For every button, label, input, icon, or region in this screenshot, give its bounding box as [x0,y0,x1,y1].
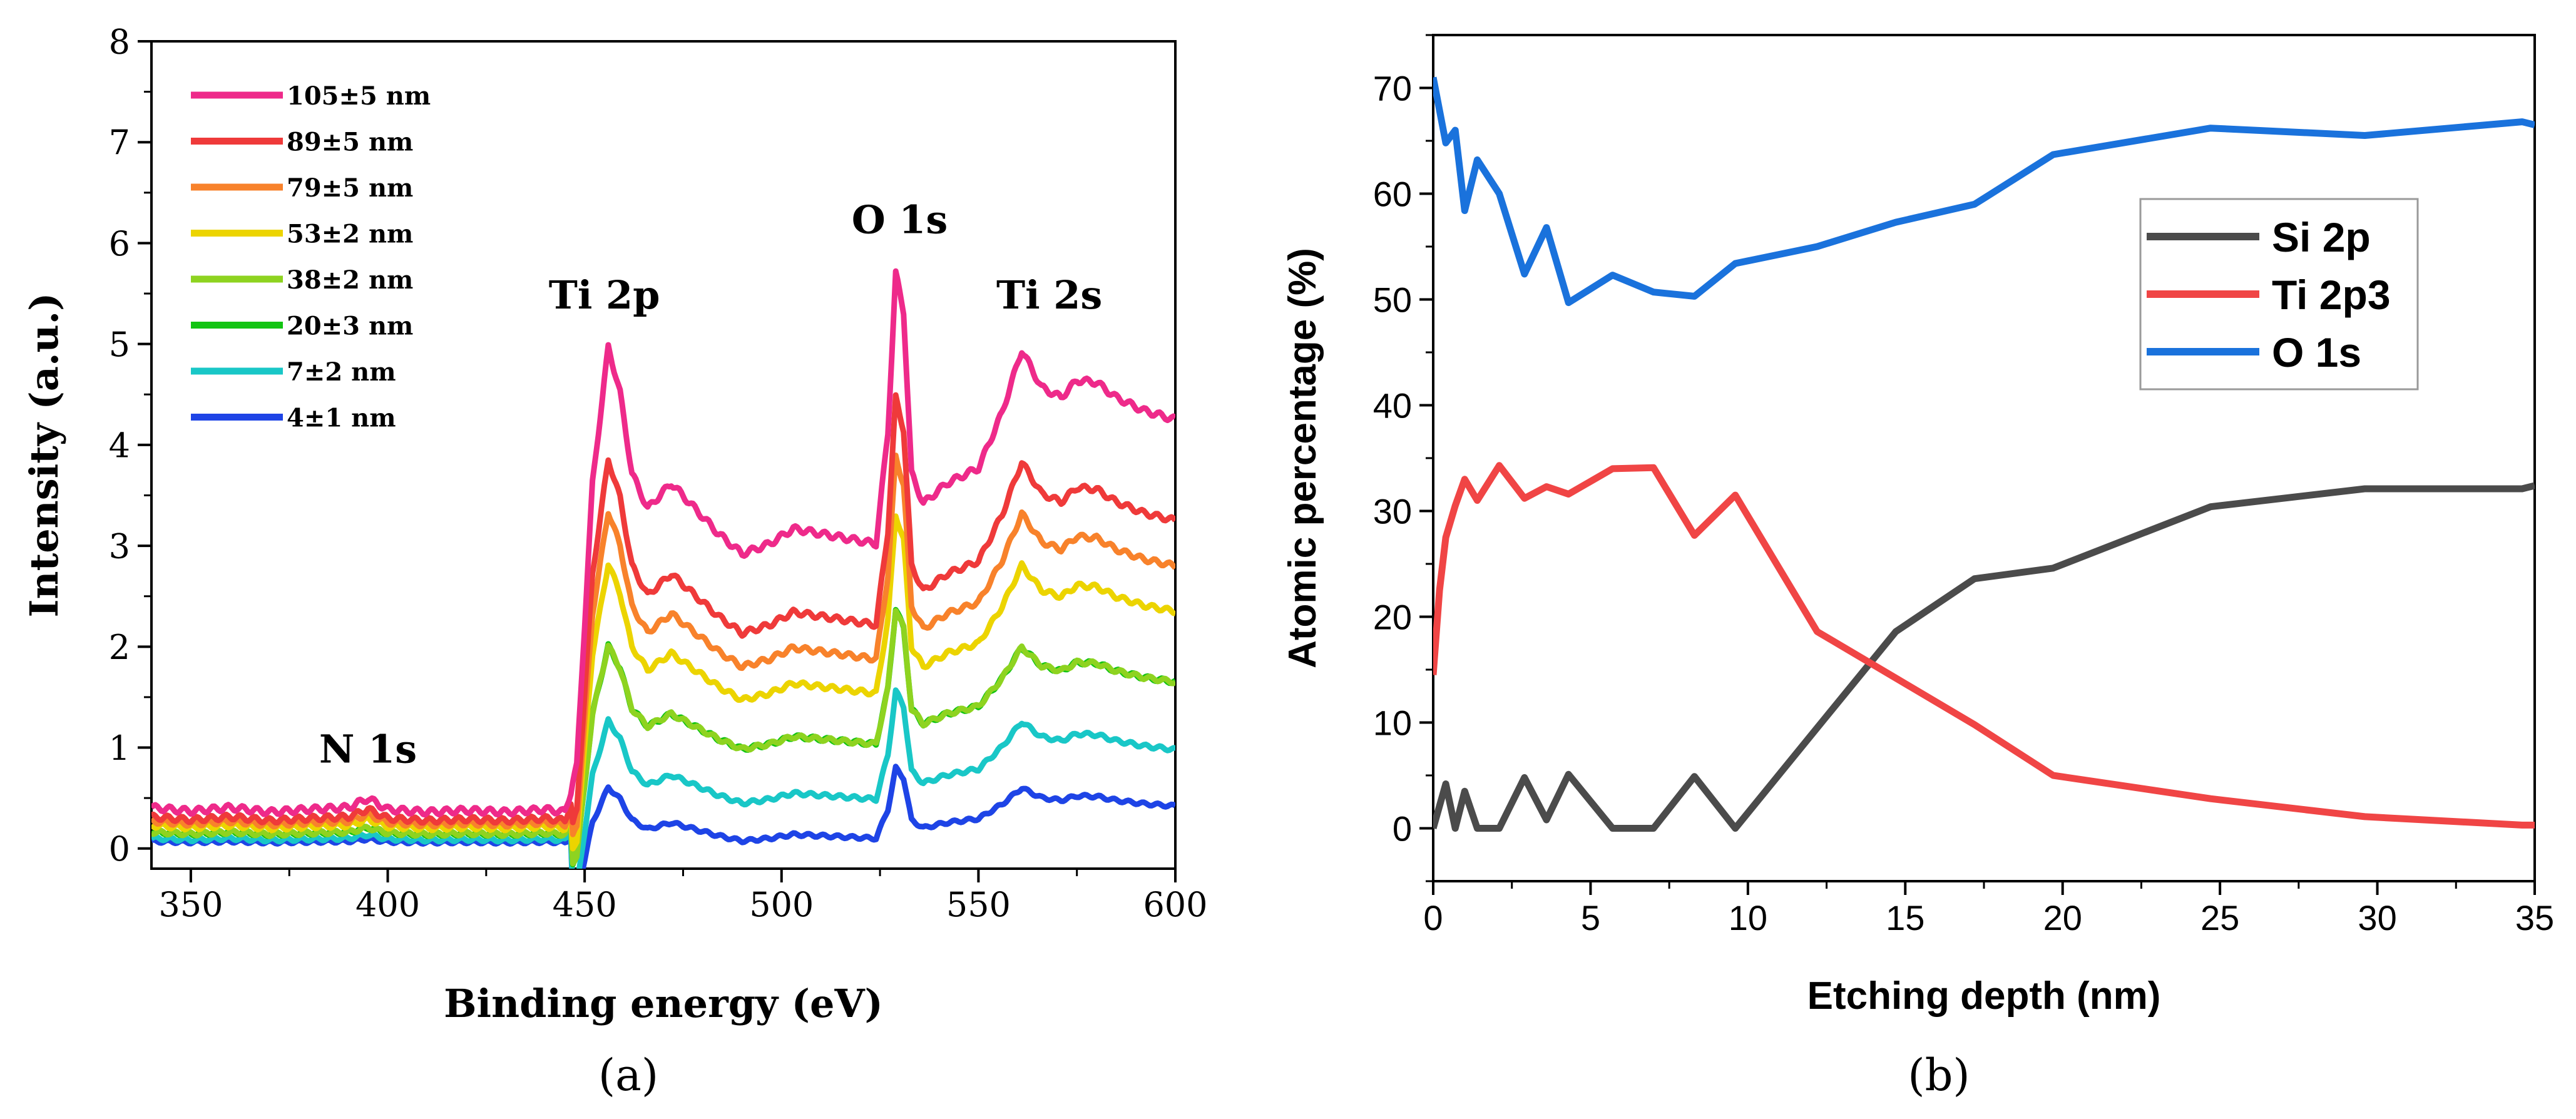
legend-label-20-pm-3-nm: 20±3 nm [287,312,413,341]
series-line-38-pm-2-nm [151,608,1175,867]
panel-a: 350 400 450 500 550 600 0 1 2 3 4 5 6 7 8 Binding energ… [21,22,1208,1026]
legend-a: 105±5 nm 89±5 nm 79±5 nm 53±2 nm 38±2 nm 20±3… [191,81,431,433]
series-line-o-1s [1433,76,2535,307]
panel-b: 0 5 10 15 20 25 30 35 0 10 20 30 40 50 60 70 Etching dep… [1281,34,2554,1018]
y-tick-label: 2 [109,628,130,667]
legend-label-o-1s: O 1s [2272,329,2361,376]
x-tick-label: 15 [1886,898,1924,938]
y-tick-label: 1 [109,728,130,768]
y-tick-label: 70 [1373,69,1412,108]
legend-label-7-pm-2-nm: 7±2 nm [287,357,396,387]
y-axis-title: Atomic percentage (%) [1281,248,1324,668]
x-tick-label: 400 [355,885,420,924]
y-tick-label: 0 [109,829,130,869]
legend-label-89-pm-5-nm: 89±5 nm [287,128,413,157]
y-tick-label: 5 [109,325,130,364]
legend-label-53-pm-2-nm: 53±2 nm [287,220,413,249]
x-tick-label: 600 [1143,885,1207,924]
peak-label-n-1s: N 1s [319,727,417,772]
series-line-89-pm-5-nm [151,392,1175,826]
y-tick-label: 10 [1373,703,1412,743]
y-tick-label: 50 [1373,280,1412,320]
y-tick-label: 20 [1373,598,1412,637]
legend-label-si-2p: Si 2p [2272,214,2371,260]
legend-b: Si 2p Ti 2p3 O 1s [2139,198,2419,391]
y-tick-label: 4 [109,426,130,465]
legend-label-4-pm-1-nm: 4±1 nm [287,404,396,433]
series-line-si-2p [1433,482,2535,832]
series-line-105-pm-5-nm [151,268,1175,818]
x-tick-label: 450 [553,885,617,924]
y-tick-label: 0 [1393,809,1412,849]
y-tick-label: 7 [109,123,130,163]
peak-label-ti-2p: Ti 2p [549,272,660,318]
y-axis-title: Intensity (a.u.) [21,292,67,617]
panel-a-caption: (a) [598,1050,658,1101]
plot-frame [1432,34,2536,882]
x-axis-title: Etching depth (nm) [1807,974,2161,1018]
legend-label-38-pm-2-nm: 38±2 nm [287,265,413,295]
x-tick-label: 35 [2515,898,2554,938]
y-tick-label: 40 [1373,386,1412,426]
series-line-ti-2p3 [1433,462,2535,829]
x-tick-label: 25 [2200,898,2239,938]
x-axis-title: Binding energy (eV) [444,981,883,1026]
y-tick-label: 60 [1373,175,1412,214]
legend-label-79-pm-5-nm: 79±5 nm [287,173,413,203]
x-tick-label: 30 [2358,898,2396,938]
peak-label-o-1s: O 1s [852,197,948,242]
x-tick-label: 350 [158,885,223,924]
series-line-53-pm-2-nm [151,513,1175,852]
plot-frame [150,40,1177,870]
x-tick-label: 0 [1423,898,1443,938]
series-line-7-pm-2-nm [151,687,1175,869]
legend-label-ti-2p3: Ti 2p3 [2272,272,2391,318]
panel-b-caption: (b) [1908,1050,1970,1101]
y-tick-label: 3 [109,527,130,566]
x-tick-label: 5 [1581,898,1600,938]
y-tick-label: 6 [109,224,130,263]
x-tick-label: 10 [1729,898,1767,938]
legend-label-105-pm-5-nm: 105±5 nm [287,81,431,111]
y-tick-label: 8 [109,22,130,61]
x-tick-label: 500 [749,885,814,924]
y-tick-label: 30 [1373,492,1412,531]
x-tick-label: 20 [2043,898,2082,938]
peak-label-ti-2s: Ti 2s [996,272,1102,318]
spectra-lines [151,268,1175,869]
profile-lines [1433,76,2535,832]
x-tick-label: 550 [946,885,1011,924]
